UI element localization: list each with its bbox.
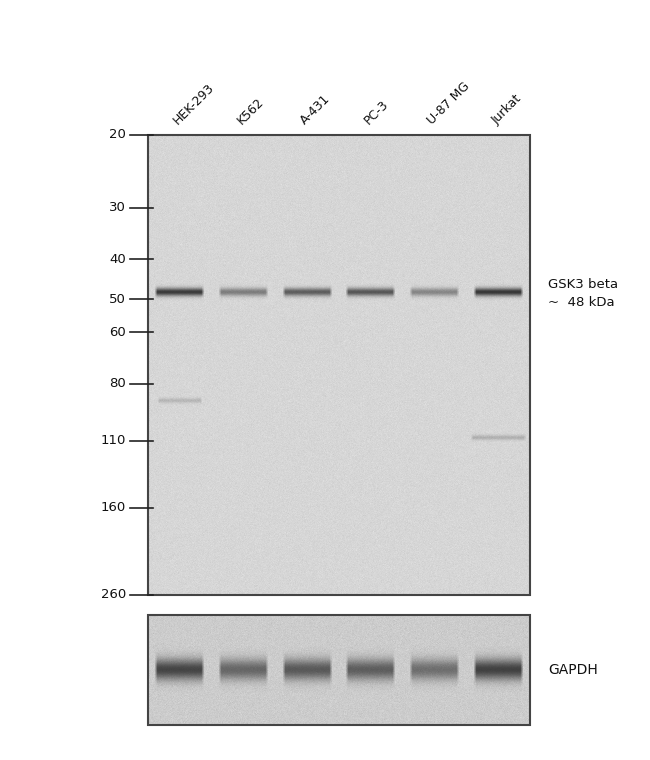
Text: GAPDH: GAPDH [548, 663, 598, 677]
Text: 160: 160 [101, 502, 126, 515]
Text: ~  48 kDa: ~ 48 kDa [548, 296, 615, 309]
Bar [148, 615, 530, 725]
Text: A-431: A-431 [298, 92, 333, 127]
Text: 60: 60 [109, 325, 126, 338]
Text: 50: 50 [109, 293, 126, 306]
Text: 40: 40 [109, 253, 126, 266]
Bar [148, 135, 530, 595]
Text: 20: 20 [109, 128, 126, 141]
Text: Jurkat: Jurkat [489, 92, 524, 127]
Text: 30: 30 [109, 201, 126, 214]
Text: K562: K562 [234, 95, 266, 127]
Text: PC-3: PC-3 [361, 97, 391, 127]
Text: GSK3 beta: GSK3 beta [548, 277, 618, 290]
Text: 110: 110 [101, 434, 126, 447]
Text: 260: 260 [101, 588, 126, 601]
Text: HEK-293: HEK-293 [171, 81, 217, 127]
Text: U-87 MG: U-87 MG [425, 80, 473, 127]
Text: 80: 80 [109, 377, 126, 390]
